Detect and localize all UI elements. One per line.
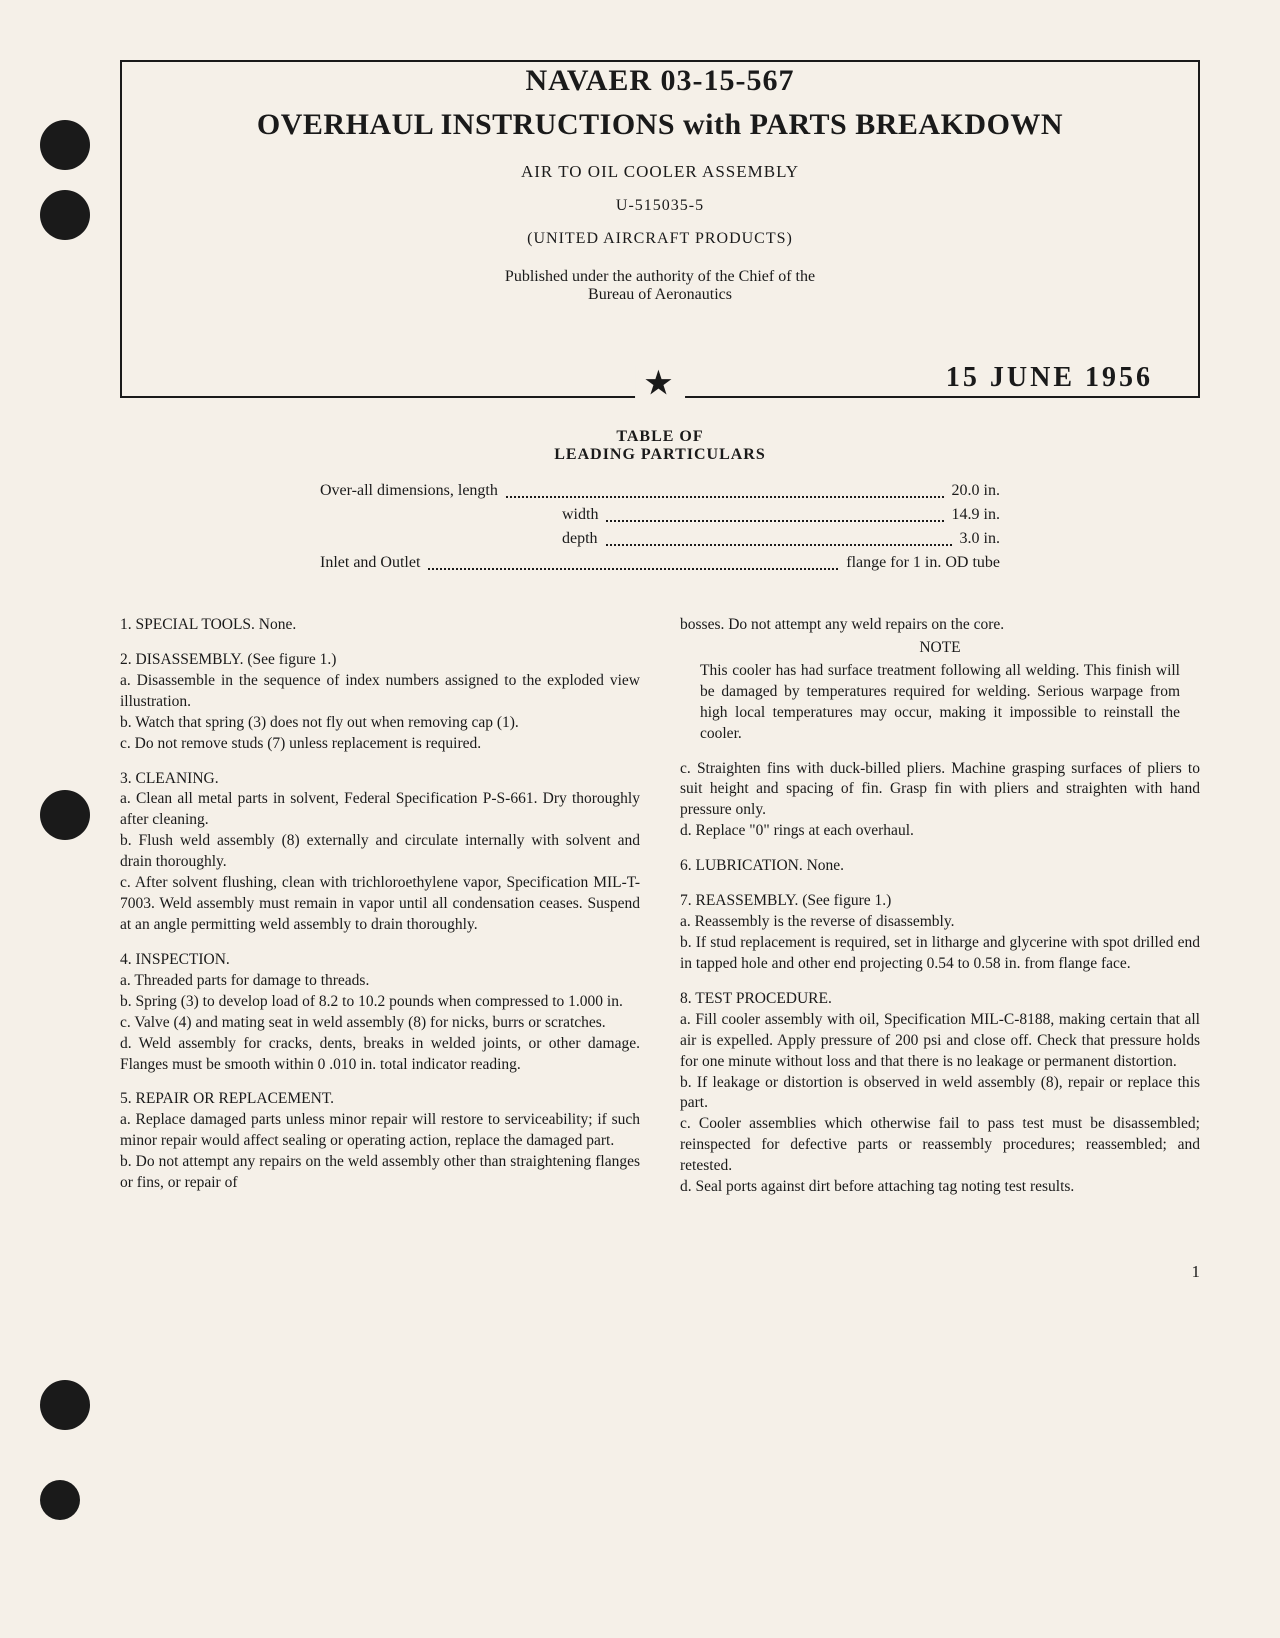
section-7b: b. If stud replacement is required, set …	[680, 933, 1200, 975]
section-5-cont: c. Straighten fins with duck-billed plie…	[680, 759, 1200, 843]
section-3c: c. After solvent flushing, clean with tr…	[120, 873, 640, 936]
punch-hole	[40, 190, 90, 240]
particulars-row: Over-all dimensions, length 20.0 in.	[320, 479, 1000, 503]
particulars-label: Over-all dimensions, length	[320, 479, 498, 503]
particulars-value: flange for 1 in. OD tube	[846, 551, 1000, 575]
note-heading: NOTE	[680, 638, 1200, 659]
section-2c: c. Do not remove studs (7) unless replac…	[120, 734, 640, 755]
left-column: 1. SPECIAL TOOLS. None. 2. DISASSEMBLY. …	[120, 615, 640, 1212]
section-3b: b. Flush weld assembly (8) externally an…	[120, 831, 640, 873]
authority-line-2: Bureau of Aeronautics	[588, 286, 732, 303]
table-heading: TABLE OF LEADING PARTICULARS	[120, 428, 1200, 464]
particulars-value: 3.0 in.	[960, 527, 1000, 551]
section-8-title: 8. TEST PROCEDURE.	[680, 989, 1200, 1010]
punch-hole	[40, 1480, 80, 1520]
leader-dots	[606, 503, 943, 522]
particulars-label: width	[562, 503, 598, 527]
sub-title: AIR TO OIL COOLER ASSEMBLY	[152, 162, 1168, 182]
section-2-title: 2. DISASSEMBLY. (See figure 1.)	[120, 650, 640, 671]
page-number: 1	[120, 1262, 1200, 1282]
section-5b-continued: bosses. Do not attempt any weld repairs …	[680, 615, 1200, 636]
section-1: 1. SPECIAL TOOLS. None.	[120, 615, 640, 636]
note-body: This cooler has had surface treatment fo…	[680, 661, 1200, 745]
particulars-value: 14.9 in.	[952, 503, 1000, 527]
date-row: ★ 15 JUNE 1956	[152, 344, 1168, 376]
section-5-title: 5. REPAIR OR REPLACEMENT.	[120, 1089, 640, 1110]
table-heading-line-1: TABLE OF	[616, 428, 703, 445]
section-8c: c. Cooler assemblies which otherwise fai…	[680, 1114, 1200, 1177]
section-2: 2. DISASSEMBLY. (See figure 1.) a. Disas…	[120, 650, 640, 755]
punch-hole	[40, 790, 90, 840]
publication-date: 15 JUNE 1956	[931, 362, 1168, 393]
section-5b: b. Do not attempt any repairs on the wel…	[120, 1152, 640, 1194]
section-5c: c. Straighten fins with duck-billed plie…	[680, 759, 1200, 822]
section-4a: a. Threaded parts for damage to threads.	[120, 971, 640, 992]
authority-statement: Published under the authority of the Chi…	[152, 268, 1168, 304]
particulars-table: Over-all dimensions, length 20.0 in. wid…	[320, 479, 1000, 575]
section-4c: c. Valve (4) and mating seat in weld ass…	[120, 1013, 640, 1034]
section-8b: b. If leakage or distortion is observed …	[680, 1073, 1200, 1115]
section-4b: b. Spring (3) to develop load of 8.2 to …	[120, 992, 640, 1013]
particulars-row: Inlet and Outlet flange for 1 in. OD tub…	[320, 551, 1000, 575]
section-2b: b. Watch that spring (3) does not fly ou…	[120, 713, 640, 734]
section-7: 7. REASSEMBLY. (See figure 1.) a. Reasse…	[680, 891, 1200, 975]
section-3: 3. CLEANING. a. Clean all metal parts in…	[120, 769, 640, 936]
particulars-value: 20.0 in.	[952, 479, 1000, 503]
right-column: bosses. Do not attempt any weld repairs …	[680, 615, 1200, 1212]
section-4d: d. Weld assembly for cracks, dents, brea…	[120, 1034, 640, 1076]
document-number: NAVAER 03-15-567	[505, 64, 814, 98]
leader-dots	[506, 479, 944, 498]
content-body: 1. SPECIAL TOOLS. None. 2. DISASSEMBLY. …	[120, 615, 1200, 1212]
punch-hole	[40, 120, 90, 170]
section-5d: d. Replace "0" rings at each overhaul.	[680, 821, 1200, 842]
particulars-label: depth	[562, 527, 598, 551]
star-icon: ★	[635, 366, 685, 401]
part-number: U-515035-5	[152, 197, 1168, 215]
punch-hole	[40, 1380, 90, 1430]
section-3-title: 3. CLEANING.	[120, 769, 640, 790]
section-8a: a. Fill cooler assembly with oil, Specif…	[680, 1010, 1200, 1073]
table-heading-line-2: LEADING PARTICULARS	[554, 446, 766, 463]
particulars-label: Inlet and Outlet	[320, 551, 420, 575]
particulars-row: width 14.9 in.	[320, 503, 1000, 527]
header-frame: NAVAER 03-15-567 OVERHAUL INSTRUCTIONS w…	[120, 60, 1200, 398]
main-title: OVERHAUL INSTRUCTIONS with PARTS BREAKDO…	[152, 108, 1168, 142]
section-5: 5. REPAIR OR REPLACEMENT. a. Replace dam…	[120, 1089, 640, 1194]
section-4: 4. INSPECTION. a. Threaded parts for dam…	[120, 950, 640, 1076]
section-8: 8. TEST PROCEDURE. a. Fill cooler assemb…	[680, 989, 1200, 1198]
section-8d: d. Seal ports against dirt before attach…	[680, 1177, 1200, 1198]
particulars-row: depth 3.0 in.	[320, 527, 1000, 551]
authority-line-1: Published under the authority of the Chi…	[505, 268, 815, 285]
leader-dots	[606, 527, 952, 546]
section-6: 6. LUBRICATION. None.	[680, 856, 1200, 877]
section-7a: a. Reassembly is the reverse of disassem…	[680, 912, 1200, 933]
section-2a: a. Disassemble in the sequence of index …	[120, 671, 640, 713]
company-name: (UNITED AIRCRAFT PRODUCTS)	[152, 230, 1168, 248]
leader-dots	[428, 551, 838, 570]
section-7-title: 7. REASSEMBLY. (See figure 1.)	[680, 891, 1200, 912]
section-4-title: 4. INSPECTION.	[120, 950, 640, 971]
section-3a: a. Clean all metal parts in solvent, Fed…	[120, 789, 640, 831]
section-5a: a. Replace damaged parts unless minor re…	[120, 1110, 640, 1152]
